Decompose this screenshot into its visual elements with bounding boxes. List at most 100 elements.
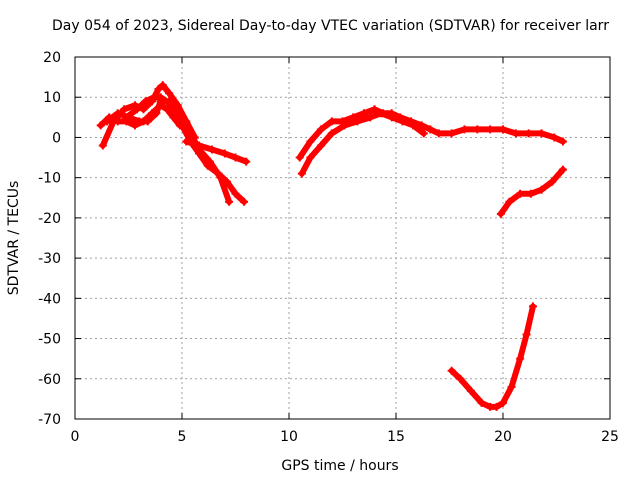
data-point [327,129,336,138]
data-point [240,197,249,206]
data-point [456,374,465,383]
data-point [167,101,176,110]
data-point [548,177,557,186]
data-point [214,169,223,178]
data-point [526,189,535,198]
data-point [466,386,475,395]
data-point [306,153,315,162]
data-point [522,330,531,339]
data-point [499,125,507,134]
data-point [96,121,105,130]
data-point [496,209,505,218]
data-point [178,121,186,130]
y-tick-label: -20 [38,211,61,227]
data-point [306,137,315,146]
data-point [434,129,443,138]
chart-title: Day 054 of 2023, Sidereal Day-to-day VTE… [52,18,609,34]
data-point [460,125,469,134]
data-point [297,169,306,178]
data-point [537,185,546,194]
y-tick-label: -40 [38,291,61,307]
y-tick-label: 20 [43,50,61,66]
y-tick-label: -10 [38,171,61,187]
data-point [398,117,407,126]
series-layer [96,81,567,411]
data-point [507,382,516,391]
data-point [165,89,174,98]
data-point [417,121,426,130]
series-arc-5 [182,137,251,166]
series-arc-9 [447,302,537,411]
data-point [317,125,326,134]
y-tick-label: -60 [38,372,61,388]
x-tick-label: 10 [280,429,298,445]
data-point [195,149,204,158]
plot-frame [74,56,611,420]
data-point [295,153,304,162]
data-point [387,113,396,122]
data-point [486,125,495,134]
data-point [511,129,520,138]
data-point [505,197,514,206]
y-tick-label: 0 [52,130,61,146]
data-point [225,197,234,206]
data-point [426,125,435,134]
data-point [492,402,501,411]
data-point [135,117,144,126]
series-line [296,106,566,161]
data-point [143,117,152,126]
data-point [163,105,172,114]
series-arc-7 [297,109,428,178]
data-point [154,85,163,94]
data-point [558,165,567,174]
data-point [377,109,386,118]
data-point [231,153,240,162]
data-point [317,141,326,150]
data-point [222,177,231,186]
data-point [133,105,142,114]
data-point [156,93,165,102]
series-arc-4 [122,93,249,206]
series-arc-8 [496,165,567,218]
data-point [113,109,122,118]
data-point [359,109,368,118]
data-point [516,354,525,363]
data-point [203,161,212,170]
x-tick-label: 5 [178,429,187,445]
x-tick-label: 15 [387,429,405,445]
y-tick-labels: 20 10 0 -10 -20 -30 -40 -50 -60 -70 [38,50,61,428]
data-point [98,141,107,150]
data-point [524,129,533,138]
data-point [158,81,167,90]
data-point [327,117,336,126]
x-tick-label: 25 [601,429,619,445]
data-point [340,121,349,130]
x-tick-label: 20 [494,429,512,445]
data-point [242,157,251,166]
data-point [499,398,507,407]
data-point [207,145,216,154]
data-point [353,117,362,126]
data-point [366,113,375,122]
data-point [220,149,229,158]
data-point [537,129,546,138]
x-tick-label: 0 [71,429,80,445]
x-axis-title: GPS time / hours [281,458,398,474]
y-axis-title: SDTVAR / TECUs [6,181,22,296]
y-tick-label: 10 [43,90,61,106]
data-point [122,113,131,122]
data-point [103,117,112,126]
data-point [195,141,204,150]
data-point [477,398,486,407]
data-point [141,97,150,106]
series-arc-6 [295,105,567,162]
data-point [370,105,379,114]
data-point [516,189,525,198]
data-point [447,129,456,138]
y-tick-label: -70 [38,412,61,428]
series-line [497,166,566,217]
data-point [409,121,418,130]
data-point [231,189,240,198]
data-point [120,105,129,114]
